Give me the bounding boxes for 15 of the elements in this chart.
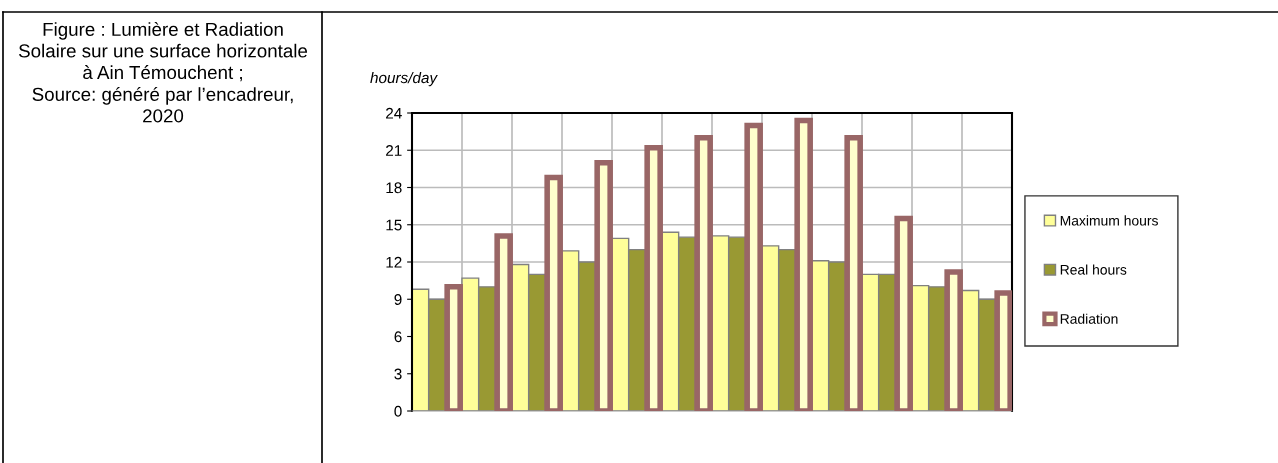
y-tick-label: 12 (386, 256, 402, 268)
y-tick-label: 0 (394, 405, 402, 417)
legend-label: Maximum hours (1060, 215, 1158, 226)
y-tick-label: 6 (394, 331, 402, 343)
legend-label: Real hours (1060, 264, 1127, 275)
y-tick-label: 24 (386, 107, 402, 119)
y-tick-label: 9 (394, 294, 402, 305)
y-tick-label: 18 (386, 182, 402, 194)
legend-label: Radiation (1060, 313, 1118, 324)
y-axis-title: hours/day (370, 71, 438, 87)
y-tick-label: 21 (386, 145, 402, 156)
source-note: Source: généré par l’encadreur, 2020 (32, 86, 293, 123)
text: Figure : Lumière et Radiation Solaire sur une surface horizontale à Ain Témouchent ; (18, 22, 308, 82)
y-tick-label: 15 (386, 219, 402, 231)
y-tick-label: 3 (394, 368, 402, 380)
